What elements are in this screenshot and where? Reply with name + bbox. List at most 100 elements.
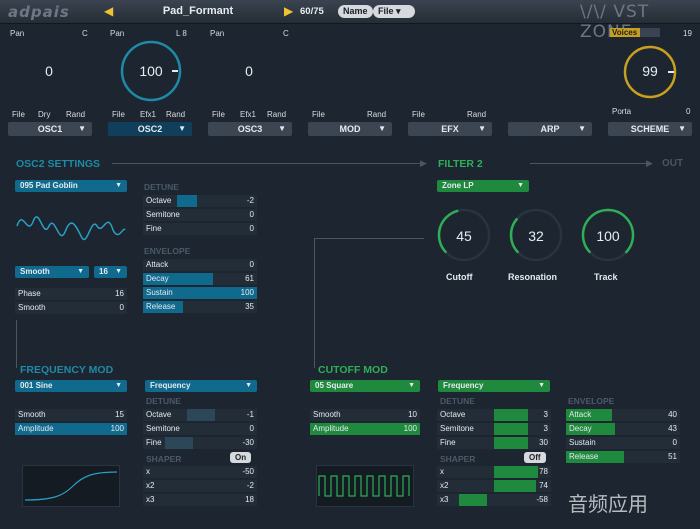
efx-rand[interactable]: Rand — [467, 110, 487, 119]
cutoff-mod-amplitude-param[interactable]: Amplitude 100 — [310, 423, 420, 435]
cutoff-mod-wave-select[interactable]: 05 Square ▼ — [310, 380, 420, 392]
cutoff-mod-fine-param[interactable]: Fine 30 — [437, 437, 551, 449]
preset-name[interactable]: Pad_Formant — [162, 5, 234, 17]
master-knob[interactable] — [621, 43, 679, 101]
osc1-file[interactable]: File — [12, 110, 25, 119]
env2-attack-value: 40 — [668, 410, 677, 419]
mod-file[interactable]: File — [312, 110, 325, 119]
chevron-down-icon: ▼ — [278, 124, 286, 133]
fine-param[interactable]: Fine 0 — [143, 223, 257, 235]
freq-mod-x-name: x — [146, 467, 150, 476]
freq-mod-semitone-param[interactable]: Semitone 0 — [143, 423, 257, 435]
freq-mod-octave-param[interactable]: Octave -1 — [143, 409, 257, 421]
cutoff-mod-x3-param[interactable]: x3 -58 — [437, 494, 551, 506]
smooth-mode-select[interactable]: Smooth ▼ — [15, 266, 89, 278]
filter-type-value: Zone LP — [442, 181, 474, 190]
freq-mod-shaper-toggle[interactable]: On — [230, 452, 252, 463]
wave-select[interactable]: 095 Pad Goblin ▼ — [15, 180, 127, 192]
osc2-rand[interactable]: Rand — [166, 110, 186, 119]
cutoff-mod-x-value: 78 — [539, 467, 548, 476]
osc3-efx[interactable]: Efx1 — [240, 110, 257, 119]
porta-value[interactable]: 0 — [686, 107, 691, 116]
freq-mod-wave-value: 001 Sine — [20, 381, 53, 390]
freq-mod-x3-name: x3 — [146, 495, 155, 504]
osc1-rand[interactable]: Rand — [66, 110, 86, 119]
tab-mod-label: MOD — [339, 124, 361, 134]
chevron-down-icon: ▼ — [517, 182, 524, 189]
efx-file[interactable]: File — [412, 110, 425, 119]
semitone-param[interactable]: Semitone 0 — [143, 209, 257, 221]
cutoff-mod-smooth-value: 10 — [408, 410, 417, 419]
resonation-knob[interactable] — [507, 206, 565, 264]
chevron-down-icon: ▼ — [245, 382, 252, 389]
cutoff-mod-semitone-fill — [494, 423, 528, 435]
tab-efx[interactable]: EFX ▼ — [408, 122, 492, 136]
env2-release-param[interactable]: Release 51 — [566, 451, 680, 463]
cutoff-mod-x-param[interactable]: x 78 — [437, 466, 551, 478]
phase-param[interactable]: Phase 16 — [15, 288, 127, 300]
cutoff-mod-smooth-param[interactable]: Smooth 10 — [310, 409, 420, 421]
sustain-param[interactable]: Sustain 100 — [143, 287, 257, 299]
cutoff-knob[interactable] — [435, 206, 493, 264]
octave-param[interactable]: Octave -2 — [143, 195, 257, 207]
smooth-num-select[interactable]: 16 ▼ — [94, 266, 127, 278]
prev-preset-icon[interactable]: ◀ — [104, 4, 114, 18]
chevron-down-icon: ▼ — [578, 124, 586, 133]
env2-attack-param[interactable]: Attack 40 — [566, 409, 680, 421]
osc2-level-knob[interactable] — [118, 38, 184, 104]
name-button[interactable]: Name — [338, 5, 373, 18]
attack-param[interactable]: Attack 0 — [143, 259, 257, 271]
osc1-dry[interactable]: Dry — [38, 110, 51, 119]
flow-line-cutmod-h — [314, 238, 424, 239]
env2-sustain-param[interactable]: Sustain 0 — [566, 437, 680, 449]
cutoff-mod-x2-param[interactable]: x2 74 — [437, 480, 551, 492]
cutoff-mod-octave-fill — [494, 409, 528, 421]
cutoff-mod-semitone-param[interactable]: Semitone 3 — [437, 423, 551, 435]
freq-mod-x-param[interactable]: x -50 — [143, 466, 257, 478]
freq-mod-smooth-name: Smooth — [18, 410, 46, 419]
phase-value: 16 — [115, 289, 124, 298]
cutoff-mod-target-value: Frequency — [443, 381, 484, 390]
file-button[interactable]: File ▾ — [373, 5, 415, 18]
decay-param[interactable]: Decay 61 — [143, 273, 257, 285]
tab-osc2[interactable]: OSC2 ▼ — [108, 122, 192, 136]
decay-value: 61 — [245, 274, 254, 283]
logo: adpais — [8, 3, 70, 21]
filter-type-select[interactable]: Zone LP ▼ — [437, 180, 529, 192]
freq-mod-x2-param[interactable]: x2 -2 — [143, 480, 257, 492]
mod-rand[interactable]: Rand — [367, 110, 387, 119]
freq-mod-fine-param[interactable]: Fine -30 — [143, 437, 257, 449]
next-preset-icon[interactable]: ▶ — [284, 4, 294, 18]
smooth-param[interactable]: Smooth 0 — [15, 302, 127, 314]
env2-sustain-value: 0 — [672, 438, 677, 447]
freq-mod-x3-param[interactable]: x3 18 — [143, 494, 257, 506]
osc2-efx[interactable]: Efx1 — [140, 110, 157, 119]
cutoff-mod-octave-value: 3 — [543, 410, 548, 419]
osc3-level-value[interactable]: 0 — [245, 63, 253, 79]
tab-osc1[interactable]: OSC1 ▼ — [8, 122, 92, 136]
resonation-arc — [509, 208, 563, 262]
osc3-rand[interactable]: Rand — [267, 110, 287, 119]
tab-osc3[interactable]: OSC3 ▼ — [208, 122, 292, 136]
tab-osc1-label: OSC1 — [37, 124, 63, 134]
track-knob[interactable] — [579, 206, 637, 264]
freq-mod-smooth-param[interactable]: Smooth 15 — [15, 409, 127, 421]
chevron-down-icon: ▼ — [77, 268, 84, 275]
env2-decay-param[interactable]: Decay 43 — [566, 423, 680, 435]
cutoff-mod-octave-param[interactable]: Octave 3 — [437, 409, 551, 421]
cutoff-mod-target-select[interactable]: Frequency ▼ — [438, 380, 550, 392]
freq-mod-wave-select[interactable]: 001 Sine ▼ — [15, 380, 127, 392]
osc2-file[interactable]: File — [112, 110, 125, 119]
freq-mod-target-select[interactable]: Frequency ▼ — [145, 380, 257, 392]
tab-mod[interactable]: MOD ▼ — [308, 122, 392, 136]
osc1-level-value[interactable]: 0 — [45, 63, 53, 79]
release-param[interactable]: Release 35 — [143, 301, 257, 313]
voices-label: Voices — [612, 28, 638, 37]
flow-line — [112, 163, 424, 164]
tab-scheme[interactable]: SCHEME ▼ — [608, 122, 692, 136]
cutoff-mod-shaper-toggle[interactable]: Off — [524, 452, 546, 463]
freq-mod-amplitude-param[interactable]: Amplitude 100 — [15, 423, 127, 435]
tab-arp[interactable]: ARP ▼ — [508, 122, 592, 136]
osc3-file[interactable]: File — [212, 110, 225, 119]
voices-bar[interactable] — [610, 28, 660, 37]
